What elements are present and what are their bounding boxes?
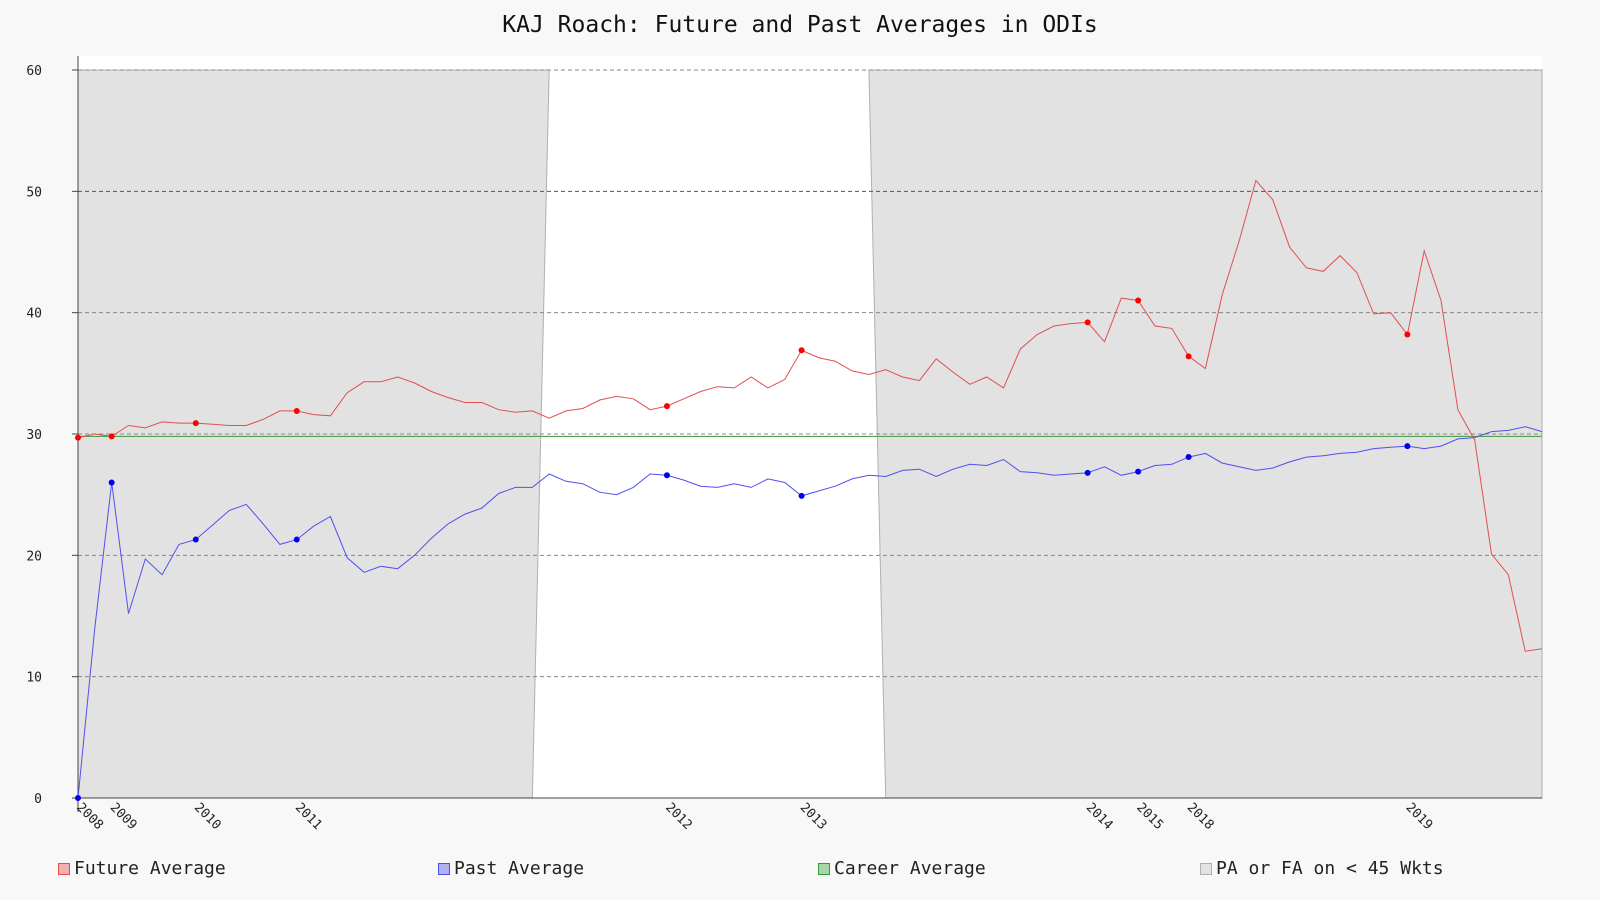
past-marker-35 bbox=[663, 472, 670, 479]
legend-swatch-career bbox=[818, 862, 830, 875]
legend-label-career: Career Average bbox=[834, 858, 986, 879]
legend-swatch-low-wickets bbox=[1200, 862, 1212, 875]
x-tick-label-2013: 2013 bbox=[797, 800, 830, 833]
future-marker-60 bbox=[1084, 319, 1091, 326]
legend-label-past: Past Average bbox=[454, 858, 585, 879]
future-marker-66 bbox=[1185, 353, 1192, 360]
chart-title: KAJ Roach: Future and Past Averages in O… bbox=[502, 12, 1098, 38]
past-marker-63 bbox=[1135, 468, 1142, 475]
past-marker-7 bbox=[192, 536, 199, 543]
legend-swatch-future bbox=[58, 862, 70, 875]
y-tick-label-20: 20 bbox=[26, 549, 42, 564]
series-future-average bbox=[77, 179, 1543, 652]
x-tick-label-2018: 2018 bbox=[1184, 800, 1217, 833]
past-marker-66 bbox=[1185, 454, 1192, 461]
future-marker-63 bbox=[1135, 297, 1142, 304]
x-tick-label-2011: 2011 bbox=[292, 800, 325, 833]
legend-item-past-average: Past Average bbox=[438, 858, 584, 879]
future-marker-43 bbox=[798, 347, 805, 354]
y-tick-label-10: 10 bbox=[26, 671, 42, 686]
legend-swatch-past bbox=[438, 862, 450, 875]
y-tick-label-50: 50 bbox=[26, 185, 42, 200]
past-marker-2 bbox=[108, 479, 115, 486]
past-marker-79 bbox=[1404, 443, 1411, 450]
x-tick-label-2010: 2010 bbox=[191, 800, 224, 833]
x-tick-label-2008: 2008 bbox=[73, 800, 106, 833]
series-past-average bbox=[77, 426, 1543, 799]
future-marker-7 bbox=[192, 420, 199, 427]
future-marker-35 bbox=[663, 403, 670, 410]
future-marker-0 bbox=[75, 434, 81, 441]
x-tick-label-2014: 2014 bbox=[1083, 800, 1116, 833]
legend-label-low-wickets: PA or FA on < 45 Wkts bbox=[1216, 858, 1444, 879]
y-tick-label-30: 30 bbox=[26, 428, 42, 443]
y-tick-label-40: 40 bbox=[26, 307, 42, 322]
future-marker-2 bbox=[108, 433, 115, 440]
past-marker-13 bbox=[293, 536, 300, 543]
legend-item-career-average: Career Average bbox=[818, 858, 986, 879]
legend-item-low-wickets: PA or FA on < 45 Wkts bbox=[1200, 858, 1444, 879]
legend-item-future-average: Future Average bbox=[58, 858, 226, 879]
future-marker-79 bbox=[1404, 331, 1411, 338]
legend-label-future: Future Average bbox=[74, 858, 226, 879]
future-marker-13 bbox=[293, 407, 300, 414]
x-tick-label-2012: 2012 bbox=[662, 800, 695, 833]
past-marker-43 bbox=[798, 492, 805, 499]
y-tick-label-0: 0 bbox=[34, 792, 42, 807]
x-tick-label-2015: 2015 bbox=[1133, 800, 1166, 833]
y-tick-label-60: 60 bbox=[26, 64, 42, 79]
x-tick-label-2019: 2019 bbox=[1403, 800, 1436, 833]
x-tick-label-2009: 2009 bbox=[107, 800, 140, 833]
past-marker-0 bbox=[75, 795, 81, 801]
past-marker-60 bbox=[1084, 469, 1091, 476]
